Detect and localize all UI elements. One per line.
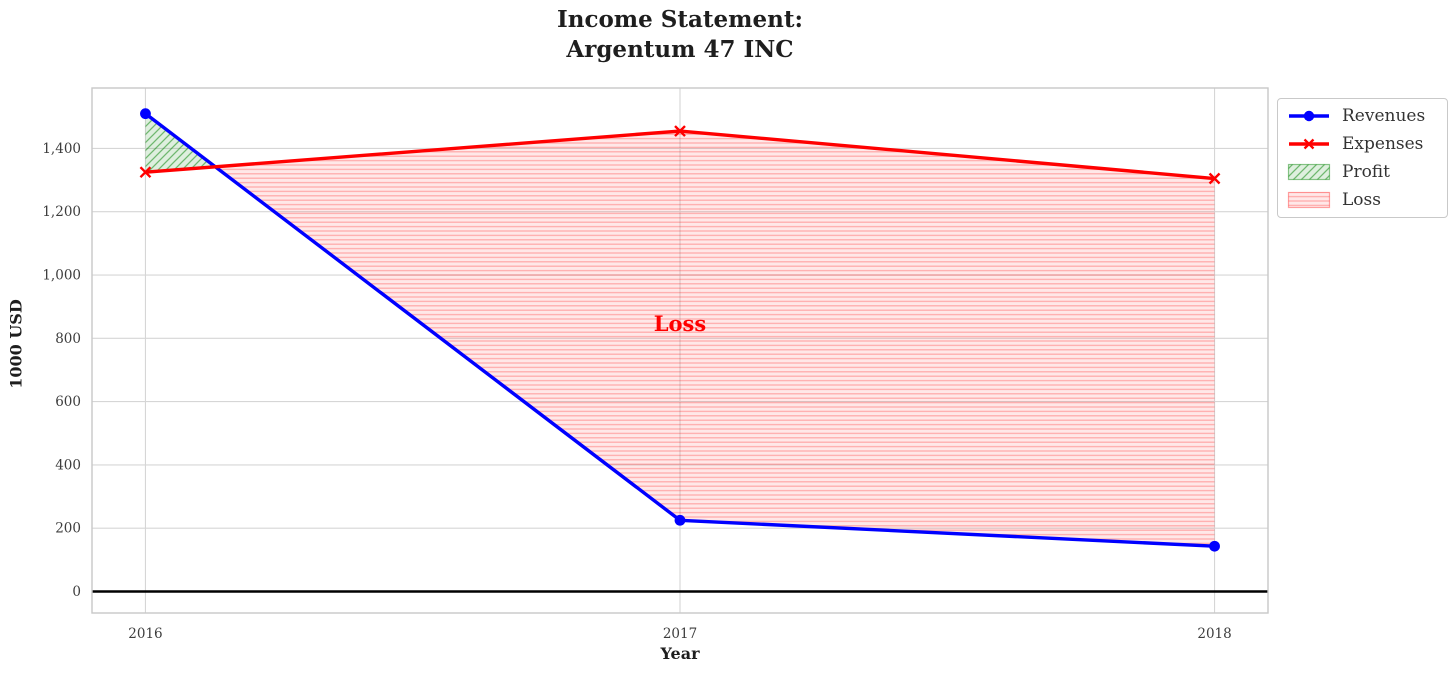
chart-legend: Revenues Expenses Profit Loss [1277,98,1448,218]
expenses-marker [674,125,686,137]
plot-border [91,87,1269,614]
revenues-marker [1209,540,1220,552]
legend-item-expenses: Expenses [1287,130,1439,158]
legend-item-revenues: Revenues [1287,102,1439,130]
legend-label: Profit [1342,162,1390,182]
expenses-line-icon [1289,138,1329,150]
revenues-marker [674,514,686,526]
y-tick-label: 400 [55,457,81,473]
legend-label: Loss [1342,190,1381,210]
legend-item-profit: Profit [1287,158,1439,186]
loss-region [215,131,681,521]
y-axis-label: 1000 USD [6,299,26,389]
x-tick-label: 2016 [128,626,162,642]
chart-title: Income Statement: Argentum 47 INC [0,5,1360,65]
legend-item-loss: Loss [1287,186,1439,214]
y-tick-label: 1,400 [42,141,81,157]
loss-region [680,131,1215,547]
y-tick-label: 200 [55,521,81,537]
legend-label: Revenues [1342,106,1426,126]
y-tick-label: 800 [55,331,81,347]
expenses-marker [139,166,152,179]
revenues-marker [140,108,151,120]
chart-title-line1: Income Statement: [556,6,803,33]
profit-hatch-icon [1287,163,1331,181]
x-tick-label: 2018 [1197,626,1231,642]
y-tick-label: 0 [72,584,81,600]
x-axis-label: Year [660,644,700,663]
y-tick-label: 1,200 [42,204,81,220]
x-tick-label: 2017 [663,626,697,642]
y-tick-label: 600 [55,394,81,410]
expenses-marker [1208,172,1221,185]
revenues-line-icon [1289,110,1329,122]
y-tick-label: 1,000 [42,268,81,284]
loss-hatch-icon [1287,191,1331,209]
chart-title-line2: Argentum 47 INC [566,36,794,63]
loss-annotation: Loss [654,311,706,336]
legend-label: Expenses [1342,134,1424,154]
